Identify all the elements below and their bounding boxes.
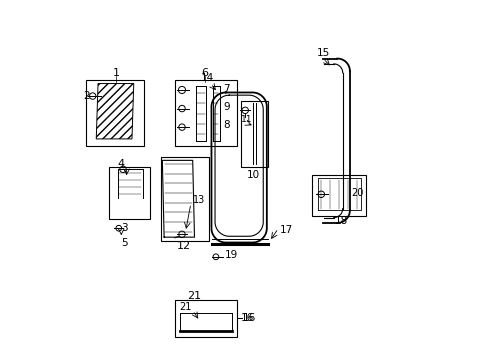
- Bar: [312, 175, 365, 216]
- Text: 20: 20: [351, 188, 363, 198]
- Bar: [160, 157, 208, 241]
- Text: 2: 2: [83, 91, 90, 101]
- Text: 1: 1: [112, 68, 119, 78]
- Text: 17: 17: [280, 225, 293, 235]
- Text: 16: 16: [242, 314, 255, 323]
- Text: 11: 11: [240, 115, 251, 124]
- Text: 13: 13: [192, 195, 204, 204]
- Polygon shape: [96, 84, 134, 139]
- Text: 16: 16: [241, 314, 254, 323]
- Text: 21: 21: [179, 302, 191, 312]
- Text: 9: 9: [223, 102, 229, 112]
- Bar: [85, 80, 144, 146]
- Text: 18: 18: [334, 216, 347, 226]
- Bar: [175, 80, 237, 146]
- Bar: [108, 167, 149, 219]
- Text: 15: 15: [316, 48, 329, 58]
- Text: 21: 21: [187, 291, 201, 301]
- Text: 5: 5: [121, 238, 128, 248]
- Text: 19: 19: [224, 250, 238, 260]
- Bar: [241, 102, 267, 167]
- Text: 6: 6: [201, 68, 208, 78]
- Text: 4: 4: [118, 159, 124, 169]
- Text: 12: 12: [176, 241, 190, 251]
- Text: 8: 8: [223, 120, 229, 130]
- Text: 14: 14: [200, 73, 213, 83]
- Bar: [175, 300, 237, 337]
- Text: 10: 10: [246, 170, 260, 180]
- Text: 3: 3: [121, 223, 128, 233]
- Text: 7: 7: [223, 84, 229, 94]
